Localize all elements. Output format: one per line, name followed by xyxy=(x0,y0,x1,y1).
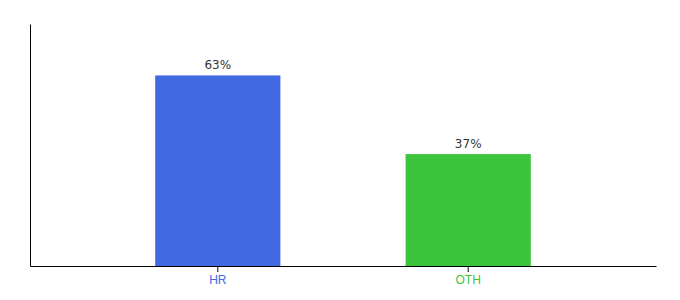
x-axis: HR OTH xyxy=(31,266,657,287)
y-axis-line xyxy=(30,25,31,267)
x-tick: OTH xyxy=(456,266,481,287)
x-tick-label: OTH xyxy=(456,273,481,287)
bar xyxy=(406,154,531,266)
x-tick-label: HR xyxy=(209,273,227,287)
x-axis-line xyxy=(31,266,657,267)
chart: HR OTH 63% 37% xyxy=(0,0,680,300)
bars xyxy=(155,75,531,266)
plot: HR OTH 63% 37% xyxy=(31,25,657,287)
data-label: 63% xyxy=(204,58,231,72)
x-tick: HR xyxy=(209,266,227,287)
data-label: 37% xyxy=(455,137,482,151)
data-labels: 63% 37% xyxy=(204,58,481,151)
x-tick-mark xyxy=(217,266,218,272)
bar xyxy=(155,75,280,266)
x-tick-mark xyxy=(468,266,469,272)
y-axis xyxy=(30,25,31,267)
